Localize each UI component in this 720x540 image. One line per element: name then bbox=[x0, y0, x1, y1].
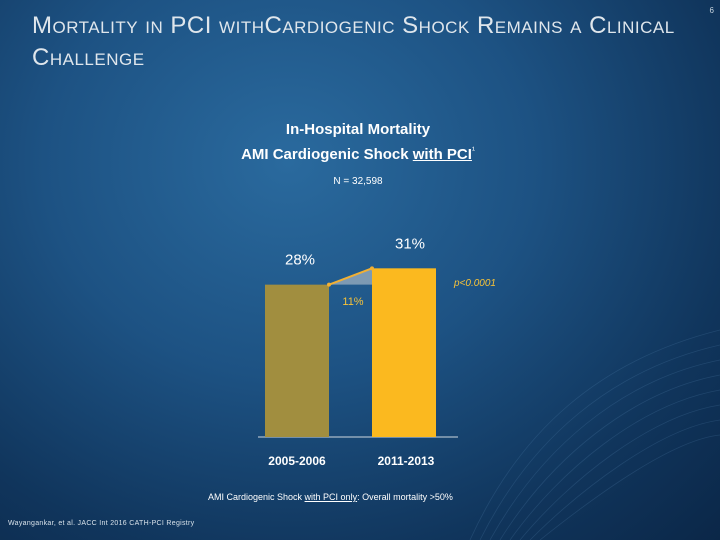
trend-point-end bbox=[370, 266, 374, 271]
bar-2005-2006 bbox=[265, 284, 329, 437]
citation: Wayangankar, et al. JACC Int 2016 CATH-P… bbox=[8, 520, 195, 527]
chart-title-line2: AMI Cardiogenic Shock with PCI¹ bbox=[180, 140, 536, 165]
slide-number: 6 bbox=[709, 6, 714, 15]
footnote-suffix: : Overall mortality >50% bbox=[357, 492, 453, 502]
value-label-2005-2006: 28% bbox=[285, 252, 315, 269]
trend-point-start bbox=[327, 282, 331, 287]
trend-line bbox=[328, 267, 373, 286]
chart-title-line2-underlined: with PCI bbox=[412, 146, 472, 163]
increase-label: 11% bbox=[342, 296, 363, 308]
chart-title-footnote-marker: ¹ bbox=[471, 145, 475, 155]
bar-2011-2013 bbox=[372, 268, 436, 437]
slide-title: Mortality in PCI withCardiogenic Shock R… bbox=[32, 12, 675, 71]
x-tick-2005-2006: 2005-2006 bbox=[268, 454, 326, 468]
x-tick-2011-2013: 2011-2013 bbox=[378, 454, 435, 468]
footnote-prefix: AMI Cardiogenic Shock bbox=[208, 492, 305, 502]
chart-title: In-Hospital Mortality AMI Cardiogenic Sh… bbox=[180, 120, 536, 165]
sample-size-label: N = 32,598 bbox=[333, 176, 383, 187]
chart-title-line1: In-Hospital Mortality bbox=[285, 121, 431, 138]
footnote: AMI Cardiogenic Shock with PCI only: Ove… bbox=[208, 492, 453, 502]
value-label-2011-2013: 31% bbox=[395, 235, 425, 252]
chart-title-line2-prefix: AMI Cardiogenic Shock bbox=[241, 146, 413, 163]
p-value-label: p<0.0001 bbox=[453, 278, 496, 289]
footnote-underlined: with PCI only bbox=[304, 492, 358, 502]
